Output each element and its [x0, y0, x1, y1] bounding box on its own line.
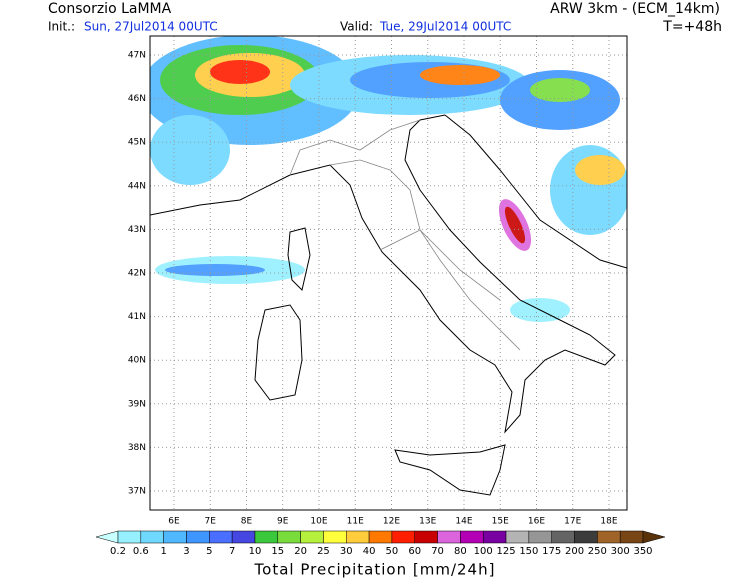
colorbar-swatch	[254, 530, 279, 544]
lat-label: 46N	[128, 94, 146, 104]
colorbar-label: 0.6	[133, 546, 149, 557]
colorbar-label: 350	[633, 546, 652, 557]
colorbar-swatch	[163, 530, 187, 544]
init-label: Init.:	[48, 20, 75, 34]
colorbar-swatch	[551, 530, 575, 544]
colorbar-swatch	[346, 530, 370, 544]
colorbar-swatch	[437, 530, 461, 544]
colorbar-label: 70	[431, 546, 444, 557]
init-value: Sun, 27Jul2014 00UTC	[84, 20, 218, 34]
colorbar-label: 10	[249, 546, 262, 557]
colorbar-swatch	[209, 530, 233, 544]
map	[150, 36, 627, 510]
colorbar-swatch	[323, 530, 347, 544]
lat-label: 37N	[128, 487, 146, 497]
colorbar-label: 3	[183, 546, 189, 557]
map-frame	[149, 35, 628, 511]
lon-label: 10E	[310, 517, 327, 527]
colorbar-swatch	[391, 530, 415, 544]
colorbar-label: 125	[496, 546, 515, 557]
colorbar-swatch	[277, 530, 301, 544]
colorbar-swatch	[482, 530, 507, 544]
lat-label: 44N	[128, 181, 146, 191]
coastlines	[150, 114, 627, 496]
lon-label: 11E	[347, 517, 364, 527]
colorbar-swatch	[300, 530, 324, 544]
lon-label: 7E	[205, 517, 217, 527]
org-name: Consorzio LaMMA	[48, 1, 172, 17]
colorbar-swatch	[528, 530, 552, 544]
colorbar-label: 175	[542, 546, 561, 557]
lon-label: 13E	[419, 517, 436, 527]
colorbar-label: 40	[363, 546, 376, 557]
lon-label: 17E	[564, 517, 581, 527]
lat-label: 38N	[128, 443, 146, 453]
colorbar-label: 1	[160, 546, 166, 557]
colorbar-label: 100	[474, 546, 493, 557]
colorbar-label: 80	[454, 546, 467, 557]
colorbar-swatch	[140, 530, 164, 544]
colorbar-end	[642, 530, 666, 544]
colorbar-label: 150	[519, 546, 538, 557]
colorbar-title: Total Precipitation [mm/24h]	[254, 561, 496, 579]
lon-label: 18E	[600, 517, 617, 527]
colorbar-swatch	[619, 530, 644, 544]
model-name: ARW 3km - (ECM_14km)	[550, 1, 720, 17]
colorbar-swatch	[460, 530, 484, 544]
colorbar-label: 30	[340, 546, 353, 557]
lat-label: 45N	[128, 138, 146, 148]
colorbar-swatch	[597, 530, 621, 544]
colorbar-swatch	[368, 530, 393, 544]
colorbar-swatch	[574, 530, 598, 544]
lat-label: 40N	[128, 356, 146, 366]
colorbar: 0.2 0.6 1 3 5 7 10 15 20 25 30 40 50 60 70 80 100 125 150 1…	[95, 530, 666, 557]
colorbar-label: 25	[317, 546, 330, 557]
colorbar-swatch	[231, 530, 256, 544]
colorbar-label: 7	[229, 546, 235, 557]
colorbar-label: 50	[386, 546, 399, 557]
valid-value: Tue, 29Jul2014 00UTC	[379, 20, 511, 34]
colorbar-label: 300	[611, 546, 630, 557]
lat-label: 43N	[128, 225, 146, 235]
colorbar-label: 0.2	[110, 546, 126, 557]
lon-label: 6E	[168, 517, 180, 527]
colorbar-label: 200	[565, 546, 584, 557]
lat-label: 41N	[128, 312, 146, 322]
colorbar-end	[95, 530, 119, 544]
lon-label: 12E	[383, 517, 400, 527]
colorbar-swatch	[186, 530, 210, 544]
lon-label: 9E	[277, 517, 289, 527]
lon-label: 14E	[455, 517, 472, 527]
valid-label: Valid:	[340, 20, 373, 34]
colorbar-label: 15	[271, 546, 284, 557]
colorbar-swatch	[414, 530, 438, 544]
borders	[289, 119, 521, 351]
colorbar-label: 5	[206, 546, 212, 557]
colorbar-swatch	[117, 530, 142, 544]
lon-label: 16E	[528, 517, 545, 527]
precipitation-field	[150, 36, 627, 322]
lat-label: 39N	[128, 399, 146, 409]
colorbar-swatch	[505, 530, 530, 544]
lat-label: 42N	[128, 269, 146, 279]
lon-label: 15E	[492, 517, 509, 527]
lon-label: 8E	[241, 517, 253, 527]
lead-time: T=+48h	[662, 19, 722, 35]
colorbar-label: 250	[588, 546, 607, 557]
colorbar-label: 60	[408, 546, 421, 557]
colorbar-label: 20	[294, 546, 307, 557]
lat-label: 47N	[128, 51, 146, 61]
